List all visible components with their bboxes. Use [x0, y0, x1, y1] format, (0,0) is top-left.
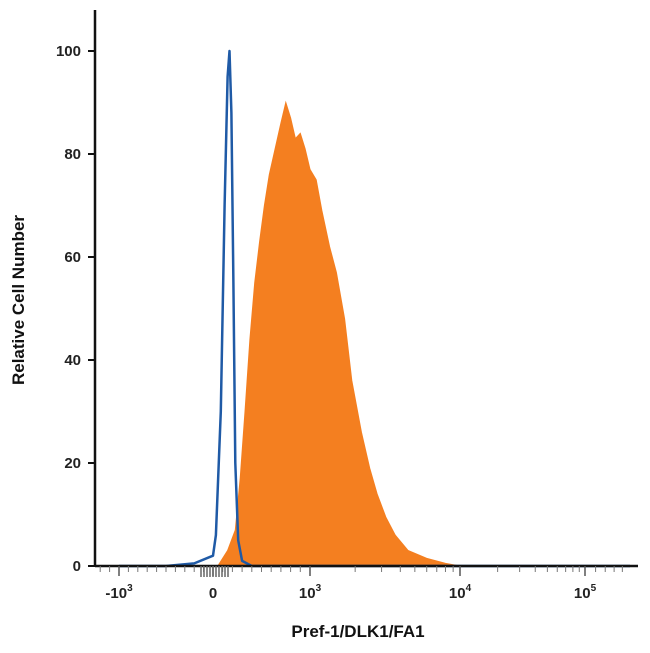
- x-tick-label: 103: [299, 583, 322, 602]
- y-tick-label: 80: [64, 146, 81, 163]
- x-axis-title: Pref-1/DLK1/FA1: [291, 622, 424, 641]
- x-tick-label: 104: [449, 583, 472, 602]
- x-tick-label: 0: [209, 585, 217, 602]
- y-axis-ticks: 0 20 40 60 80 100: [56, 43, 95, 575]
- x-axis-ticks: -103 0 103 104 105: [99, 566, 623, 602]
- y-tick-label: 60: [64, 249, 81, 266]
- y-tick-label: 40: [64, 352, 81, 369]
- y-tick-label: 100: [56, 43, 81, 60]
- x-tick-label: -103: [105, 583, 133, 602]
- y-tick-label: 20: [64, 455, 81, 472]
- y-axis-title: Relative Cell Number: [9, 215, 28, 385]
- x-tick-label: 105: [574, 583, 597, 602]
- orange-series-layer: [119, 100, 630, 567]
- orange-filled-histogram: [119, 100, 630, 567]
- y-tick-label: 0: [73, 558, 81, 575]
